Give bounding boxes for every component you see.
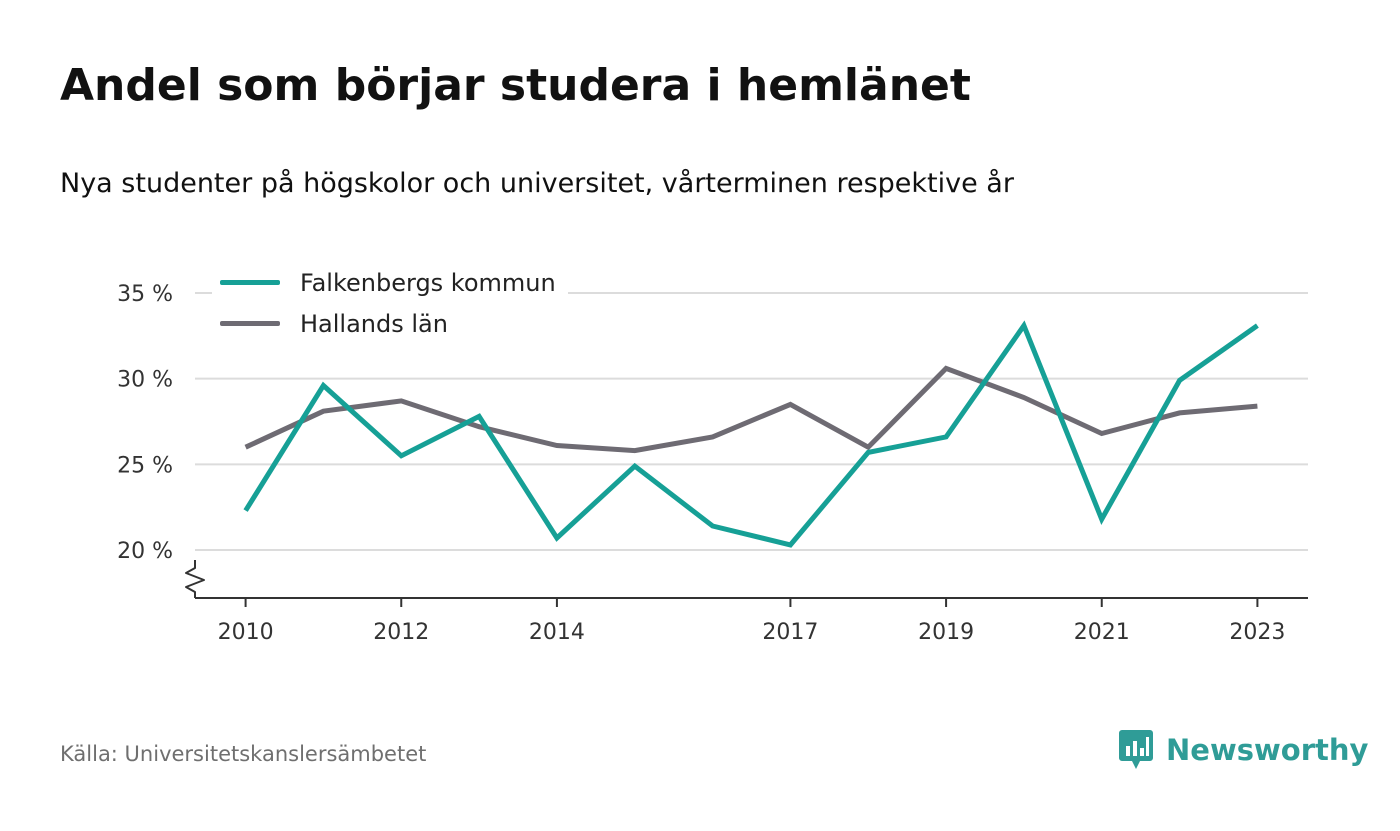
y-tick-label: 20 % [117, 539, 173, 564]
legend-swatch-halland [220, 321, 280, 326]
x-tick-label: 2010 [218, 620, 274, 645]
x-tick-label: 2014 [529, 620, 585, 645]
series-line-falkenberg [243, 320, 1259, 548]
chart-title: Andel som börjar studera i hemlänet [60, 60, 971, 111]
y-tick-label: 25 % [117, 453, 173, 478]
source-note: Källa: Universitetskanslersämbetet [60, 742, 427, 766]
x-tick-label: 2019 [918, 620, 974, 645]
series-lines [243, 320, 1259, 548]
axes: 20 % 25 % 30 % 35 % 2010 2012 2014 2017 2019 2021… [117, 282, 1308, 645]
y-axis-break-icon [185, 560, 205, 598]
chart-legend: Falkenbergs kommun Hallands län [212, 262, 568, 344]
x-tick-label: 2023 [1229, 620, 1285, 645]
legend-label-falkenberg: Falkenbergs kommun [300, 268, 556, 297]
x-tick-label: 2012 [373, 620, 429, 645]
newsworthy-logo-icon [1119, 730, 1153, 769]
x-tick-label: 2017 [762, 620, 818, 645]
brand-logo: Newsworthy [1118, 728, 1368, 772]
legend-item-falkenberg: Falkenbergs kommun [220, 262, 556, 303]
series-line-halland [244, 365, 1258, 454]
y-tick-label: 30 % [117, 368, 173, 393]
legend-label-halland: Hallands län [300, 309, 448, 338]
chart-subtitle: Nya studenter på högskolor och universit… [60, 168, 1014, 199]
legend-item-halland: Hallands län [220, 303, 556, 344]
y-tick-label: 35 % [117, 282, 173, 307]
legend-swatch-falkenberg [220, 280, 280, 285]
x-tick-label: 2021 [1074, 620, 1130, 645]
brand-name: Newsworthy [1166, 733, 1369, 767]
